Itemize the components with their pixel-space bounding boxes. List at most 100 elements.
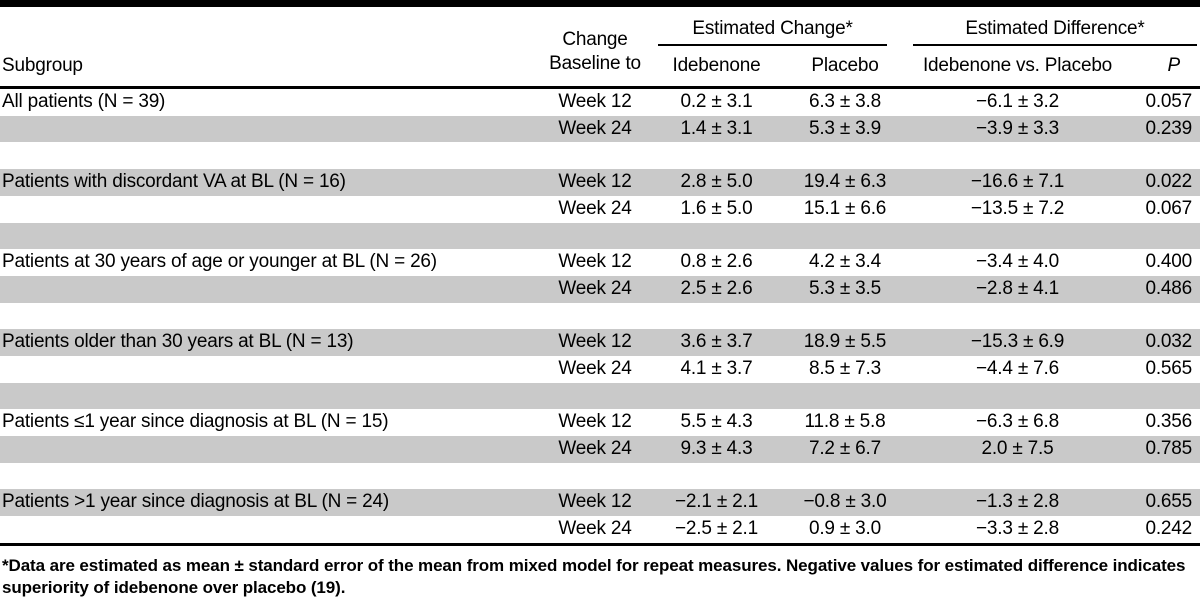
cell-week: Week 12 — [558, 331, 632, 353]
spanner-row: Subgroup Change Baseline to Estimated Ch… — [0, 7, 1200, 76]
cell-idebenone: 5.5 ± 4.3 — [680, 411, 753, 433]
table-footnote: *Data are estimated as mean ± standard e… — [2, 555, 1186, 598]
cell-week: Week 12 — [558, 411, 632, 433]
spacer-cell — [0, 383, 1200, 410]
cell-subgroup — [0, 356, 520, 383]
table-row-all-patients-wk12: All patients (N = 39) Week 12 0.2 ± 3.1 … — [0, 85, 1200, 116]
spacer-cell — [0, 223, 1200, 250]
cell-week: Week 24 — [520, 516, 650, 546]
cell-week: Week 12 — [558, 171, 632, 193]
table-row-age-30-or-younger-wk24: Week 24 2.5 ± 2.6 5.3 ± 3.5 −2.8 ± 4.1 0… — [0, 275, 1200, 303]
cell-subgroup — [0, 276, 520, 303]
spacer-row — [0, 222, 1200, 250]
header-estimated-change: Estimated Change* — [658, 7, 887, 46]
cell-p-value: 0.655 — [1145, 491, 1192, 513]
cell-placebo: 8.5 ± 7.3 — [808, 357, 881, 379]
cell-idebenone: 2.8 ± 5.0 — [680, 171, 753, 193]
cell-placebo: 5.3 ± 3.5 — [808, 277, 881, 299]
cell-placebo: 19.4 ± 6.3 — [803, 171, 887, 193]
cell-difference: −2.8 ± 4.1 — [976, 277, 1059, 299]
cell-week: Week 24 — [558, 117, 632, 139]
cell-difference: −6.1 ± 3.2 — [895, 85, 1115, 116]
header-change-line2: Baseline to — [549, 53, 641, 75]
cell-week: Week 24 — [558, 277, 632, 299]
spacer-cell — [0, 463, 1200, 490]
cell-difference: −3.4 ± 4.0 — [976, 251, 1059, 273]
cell-p-value: 0.239 — [1145, 117, 1192, 139]
cell-subgroup: Patients >1 year since diagnosis at BL (… — [2, 491, 390, 513]
table-row-gt-1-year-diagnosis-wk24: Week 24 −2.5 ± 2.1 0.9 ± 3.0 −3.3 ± 2.8 … — [0, 516, 1200, 546]
cell-idebenone: −2.5 ± 2.1 — [650, 516, 775, 546]
cell-subgroup: Patients older than 30 years at BL (N = … — [2, 331, 354, 353]
spacer-row — [0, 382, 1200, 410]
cell-p-value: 0.486 — [1145, 277, 1192, 299]
cell-placebo: 5.3 ± 3.9 — [808, 117, 881, 139]
cell-week: Week 12 — [558, 491, 632, 513]
cell-idebenone: 3.6 ± 3.7 — [680, 331, 753, 353]
cell-placebo: 7.2 ± 6.7 — [808, 438, 881, 460]
cell-difference: −13.5 ± 7.2 — [970, 197, 1065, 219]
table-row-age-30-or-younger-wk12: Patients at 30 years of age or younger a… — [0, 249, 1200, 276]
cell-p-value: 0.032 — [1145, 331, 1192, 353]
spacer-cell — [0, 142, 1200, 169]
cell-week: Week 24 — [558, 197, 632, 219]
header-idebenone-vs-placebo: Idebenone vs. Placebo — [922, 55, 1113, 76]
cell-idebenone: 0.8 ± 2.6 — [680, 251, 753, 273]
cell-placebo: 18.9 ± 5.5 — [803, 331, 887, 353]
cell-p-value: 0.785 — [1145, 438, 1192, 460]
cell-subgroup: All patients (N = 39) — [0, 85, 520, 116]
table-row-older-than-30-wk24: Week 24 4.1 ± 3.7 8.5 ± 7.3 −4.4 ± 7.6 0… — [0, 356, 1200, 383]
cell-subgroup: Patients at 30 years of age or younger a… — [2, 251, 437, 273]
header-placebo: Placebo — [811, 55, 879, 76]
subgroup-outcomes-table: Subgroup Change Baseline to Estimated Ch… — [0, 7, 1200, 546]
header-subgroup: Subgroup — [2, 55, 83, 76]
cell-difference: −1.3 ± 2.8 — [976, 491, 1059, 513]
table-row-discordant-va-wk12: Patients with discordant VA at BL (N = 1… — [0, 169, 1200, 196]
spacer-cell — [0, 303, 1200, 330]
cell-difference: −3.9 ± 3.3 — [976, 117, 1059, 139]
header-change-line1: Change — [562, 28, 628, 50]
spacer-row — [0, 463, 1200, 490]
cell-placebo: 0.9 ± 3.0 — [775, 516, 895, 546]
cell-subgroup: Patients with discordant VA at BL (N = 1… — [2, 171, 346, 193]
cell-difference: −4.4 ± 7.6 — [976, 357, 1059, 379]
header-estimated-change-group: Estimated Change* — [650, 7, 895, 46]
cell-placebo: 6.3 ± 3.8 — [775, 85, 895, 116]
cell-placebo: −0.8 ± 3.0 — [803, 491, 887, 513]
cell-week: Week 12 — [558, 251, 632, 273]
table-row-le-1-year-diagnosis-wk12: Patients ≤1 year since diagnosis at BL (… — [0, 409, 1200, 436]
cell-subgroup — [0, 436, 520, 463]
cell-subgroup — [0, 116, 520, 143]
cell-placebo: 11.8 ± 5.8 — [804, 411, 886, 433]
cell-placebo: 15.1 ± 6.6 — [803, 197, 887, 219]
cell-p-value: 0.022 — [1145, 171, 1192, 193]
table-row-le-1-year-diagnosis-wk24: Week 24 9.3 ± 4.3 7.2 ± 6.7 2.0 ± 7.5 0.… — [0, 436, 1200, 463]
table-body: All patients (N = 39) Week 12 0.2 ± 3.1 … — [0, 85, 1200, 546]
cell-subgroup — [0, 196, 520, 223]
cell-subgroup: Patients ≤1 year since diagnosis at BL (… — [2, 411, 389, 433]
cell-idebenone: 9.3 ± 4.3 — [680, 438, 753, 460]
table-row-gt-1-year-diagnosis-wk12: Patients >1 year since diagnosis at BL (… — [0, 489, 1200, 517]
header-estimated-difference: Estimated Difference* — [913, 7, 1197, 46]
cell-difference: −6.3 ± 6.8 — [976, 411, 1059, 433]
cell-idebenone: 4.1 ± 3.7 — [680, 357, 753, 379]
cell-p-value: 0.400 — [1145, 251, 1192, 273]
header-estimated-difference-group: Estimated Difference* — [895, 7, 1200, 46]
top-rule — [0, 0, 1200, 7]
spacer-row — [0, 303, 1200, 330]
cell-week: Week 24 — [558, 357, 632, 379]
cell-idebenone: 2.5 ± 2.6 — [680, 277, 753, 299]
cell-p-value: 0.565 — [1145, 357, 1192, 379]
cell-idebenone: 1.4 ± 3.1 — [680, 117, 753, 139]
cell-difference: −15.3 ± 6.9 — [970, 331, 1065, 353]
header-idebenone: Idebenone — [672, 55, 761, 76]
header-p-value: P — [1167, 55, 1181, 76]
cell-difference: 2.0 ± 7.5 — [981, 438, 1054, 460]
cell-difference: −16.6 ± 7.1 — [970, 171, 1065, 193]
cell-p-value: 0.057 — [1115, 85, 1200, 116]
header-change-baseline: Change Baseline to — [520, 7, 650, 88]
table-row-discordant-va-wk24: Week 24 1.6 ± 5.0 15.1 ± 6.6 −13.5 ± 7.2… — [0, 196, 1200, 223]
table-header: Subgroup Change Baseline to Estimated Ch… — [0, 7, 1200, 88]
cell-idebenone: 0.2 ± 3.1 — [650, 85, 775, 116]
